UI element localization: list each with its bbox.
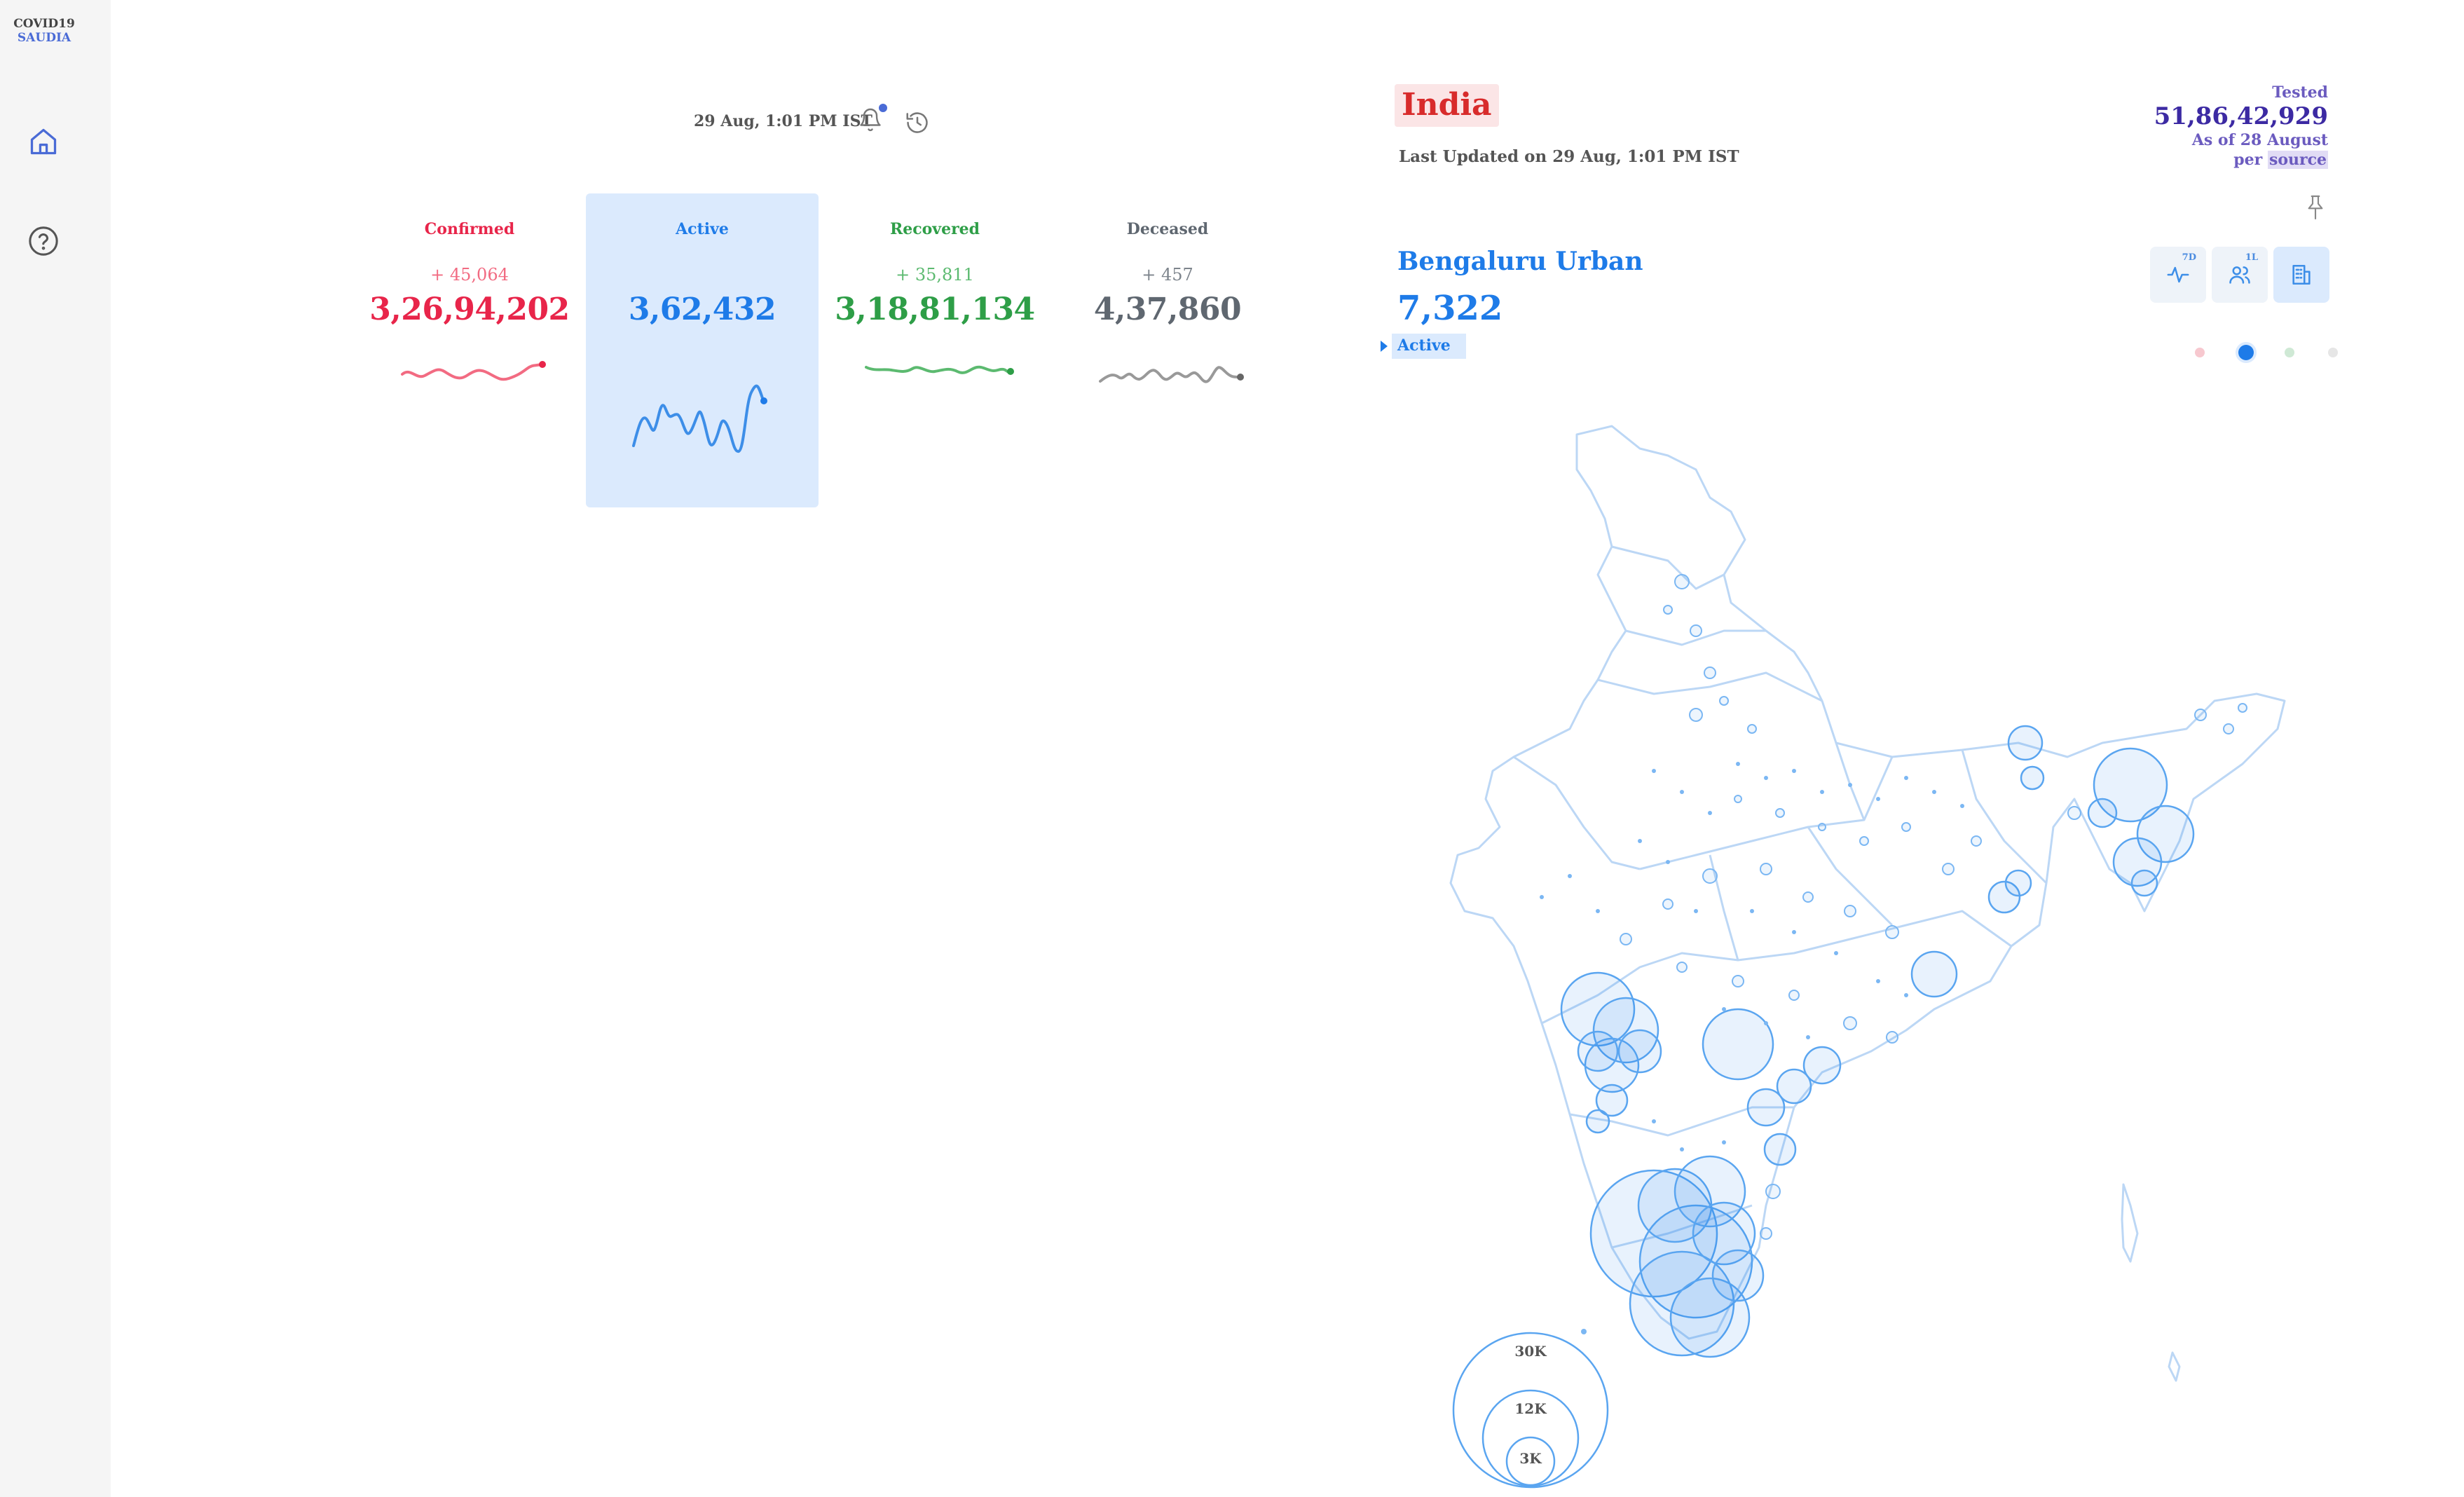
statistic-label: Active: [1392, 334, 1466, 359]
toggle-district-view[interactable]: [2273, 247, 2329, 303]
india-district-map[interactable]: 30K 12K 3K: [1430, 421, 2299, 1497]
sparkline-confirmed: [401, 361, 546, 381]
tested-value: 51,86,42,929: [2154, 102, 2328, 130]
caret-right-icon: [1381, 341, 1388, 352]
bubble-size-legend: [1452, 1332, 1609, 1489]
stat-delta: + 457: [1142, 265, 1193, 285]
state-boundaries: [1449, 425, 2286, 1382]
stat-label: Confirmed: [424, 220, 515, 238]
stat-delta: [586, 265, 819, 285]
tested-summary: Tested 51,86,42,929 As of 28 August per …: [2154, 83, 2328, 170]
tested-as-of: As of 28 August: [2191, 131, 2328, 149]
update-timestamp: 29 Aug, 1:01 PM IST: [694, 112, 872, 130]
legend-label-30k: 30K: [1514, 1343, 1547, 1360]
pulse-icon: [2167, 266, 2189, 283]
region-title: India: [1395, 84, 1499, 127]
dot-deceased[interactable]: [2328, 348, 2338, 357]
nav-home-button[interactable]: [25, 123, 62, 160]
stat-card-deceased[interactable]: Deceased + 457 4,37,860: [1051, 193, 1284, 507]
toggle-trend[interactable]: 7D: [2150, 247, 2206, 303]
sparkline-deceased: [1099, 366, 1244, 383]
toggle-per-capita[interactable]: 1L: [2212, 247, 2268, 303]
statistic-dots: [2172, 343, 2338, 360]
dot-recovered[interactable]: [2285, 348, 2294, 357]
region-last-updated: Last Updated on 29 Aug, 1:01 PM IST: [1399, 147, 1739, 166]
nav-help-button[interactable]: [25, 223, 62, 259]
bubble-layer: [1560, 725, 2195, 1358]
stat-label: Recovered: [889, 220, 980, 238]
notification-dot: [879, 104, 887, 112]
history-button[interactable]: [904, 109, 931, 136]
history-icon: [906, 112, 928, 133]
toggle-sup: 1L: [2245, 252, 2258, 263]
sidebar: COVID19 SAUDIA: [0, 0, 111, 1497]
stat-delta: + 35,811: [896, 265, 974, 285]
help-circle-icon: [29, 226, 58, 256]
app-logo[interactable]: COVID19 SAUDIA: [10, 17, 78, 45]
small-bubbles: [1620, 574, 2247, 1240]
tested-source-link[interactable]: source: [2267, 151, 2328, 169]
building-icon: [2292, 264, 2311, 285]
district-name: Bengaluru Urban: [1397, 247, 1643, 276]
legend-label-12k: 12K: [1514, 1400, 1547, 1417]
users-icon: [2229, 266, 2250, 284]
sparkline-recovered: [865, 365, 1014, 375]
stat-total: 3,62,432: [628, 292, 776, 327]
stat-delta: + 45,064: [430, 265, 509, 285]
logo-line-1: COVID19: [13, 17, 75, 31]
pin-icon: [2308, 195, 2323, 220]
stat-total: 3,26,94,202: [369, 292, 570, 327]
bell-icon: [860, 108, 881, 132]
tiny-dots: [1540, 762, 1964, 1334]
notifications-button[interactable]: [858, 107, 883, 133]
tested-label: Tested: [2272, 83, 2328, 102]
stat-label: Deceased: [1126, 220, 1209, 238]
sparkline-active: [632, 384, 767, 453]
pin-button[interactable]: [2304, 193, 2327, 221]
stat-label: Active: [676, 220, 729, 238]
statistic-selector[interactable]: Active: [1381, 334, 1466, 359]
legend-label-3k: 3K: [1519, 1450, 1542, 1467]
dot-confirmed[interactable]: [2195, 348, 2205, 357]
stat-card-confirmed[interactable]: Confirmed + 45,064 3,26,94,202: [353, 193, 586, 507]
stat-card-recovered[interactable]: Recovered + 35,811 3,18,81,134: [819, 193, 1051, 507]
home-icon: [30, 128, 57, 155]
district-value: 7,322: [1397, 289, 1503, 328]
logo-line-2: SAUDIA: [17, 31, 71, 45]
dot-active[interactable]: [2238, 345, 2254, 360]
stat-card-active[interactable]: Active 3,62,432: [586, 193, 819, 507]
stat-total: 3,18,81,134: [835, 292, 1035, 327]
toggle-sup: 7D: [2182, 252, 2196, 263]
tested-per: per: [2233, 151, 2263, 169]
stat-total: 4,37,860: [1093, 292, 1242, 327]
